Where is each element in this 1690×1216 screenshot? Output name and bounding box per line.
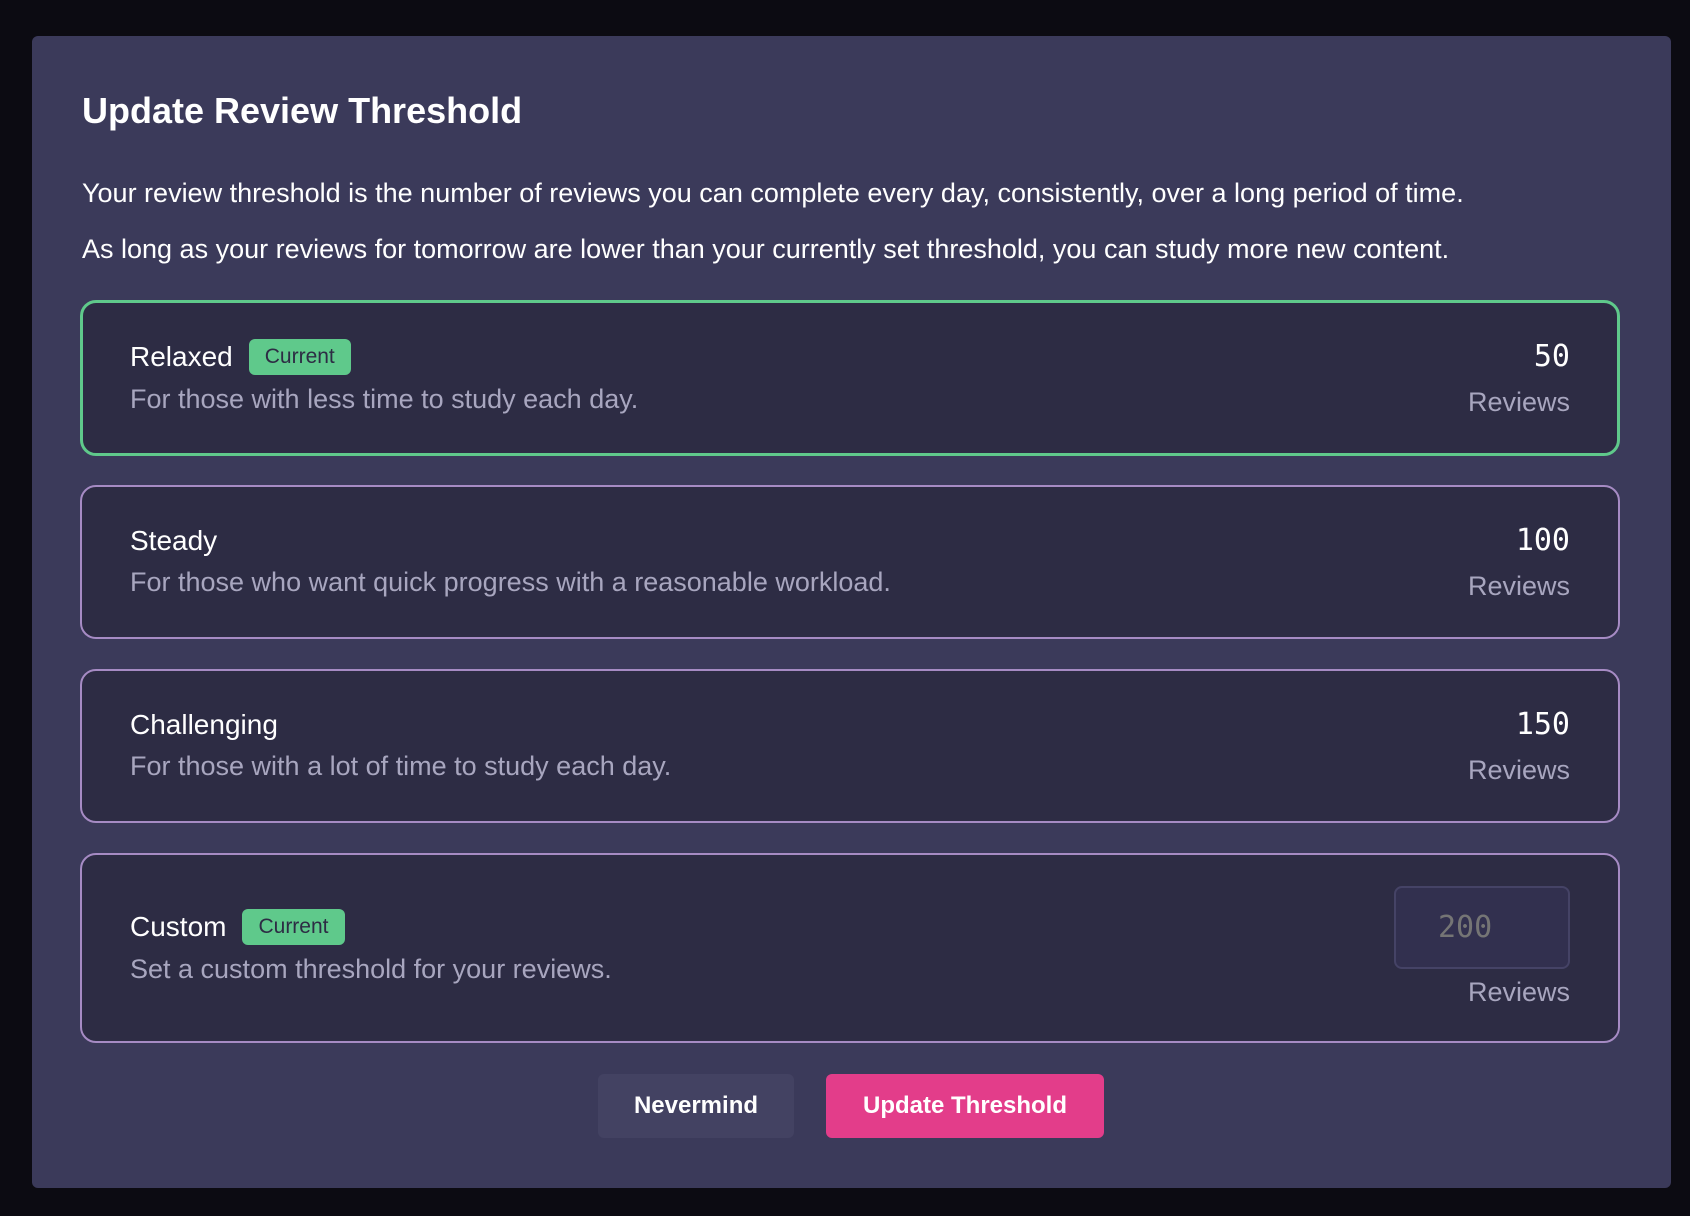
option-relaxed[interactable]: Relaxed Current For those with less time… <box>80 300 1620 456</box>
custom-threshold-input[interactable] <box>1394 886 1570 969</box>
option-challenging[interactable]: Challenging For those with a lot of time… <box>80 669 1620 823</box>
dialog-title: Update Review Threshold <box>82 90 523 131</box>
update-threshold-button[interactable]: Update Threshold <box>826 1074 1104 1138</box>
current-badge: Current <box>242 909 345 945</box>
nevermind-button[interactable]: Nevermind <box>598 1074 794 1138</box>
option-unit: Reviews <box>1467 571 1570 601</box>
option-description: For those who want quick progress with a… <box>130 567 891 597</box>
option-unit: Reviews <box>1467 387 1570 417</box>
option-value: 100 <box>1515 523 1570 558</box>
option-title: Challenging <box>130 709 278 740</box>
option-steady[interactable]: Steady For those who want quick progress… <box>80 485 1620 639</box>
option-custom[interactable]: Custom Current Set a custom threshold fo… <box>80 853 1620 1043</box>
option-description: For those with less time to study each d… <box>130 384 639 414</box>
option-description: For those with a lot of time to study ea… <box>130 751 672 781</box>
dialog-description-1: Your review threshold is the number of r… <box>82 178 1464 208</box>
option-unit: Reviews <box>1467 755 1570 785</box>
option-unit: Reviews <box>1467 977 1570 1007</box>
option-description: Set a custom threshold for your reviews. <box>130 954 612 984</box>
current-badge: Current <box>248 339 351 375</box>
option-title: Steady <box>130 525 218 556</box>
dialog-description-2: As long as your reviews for tomorrow are… <box>82 234 1450 264</box>
option-title: Custom <box>130 911 227 942</box>
update-threshold-dialog: Update Review Threshold Your review thre… <box>32 36 1671 1188</box>
option-value: 50 <box>1533 339 1570 374</box>
option-value: 150 <box>1515 707 1570 742</box>
option-title: Relaxed <box>130 341 233 372</box>
